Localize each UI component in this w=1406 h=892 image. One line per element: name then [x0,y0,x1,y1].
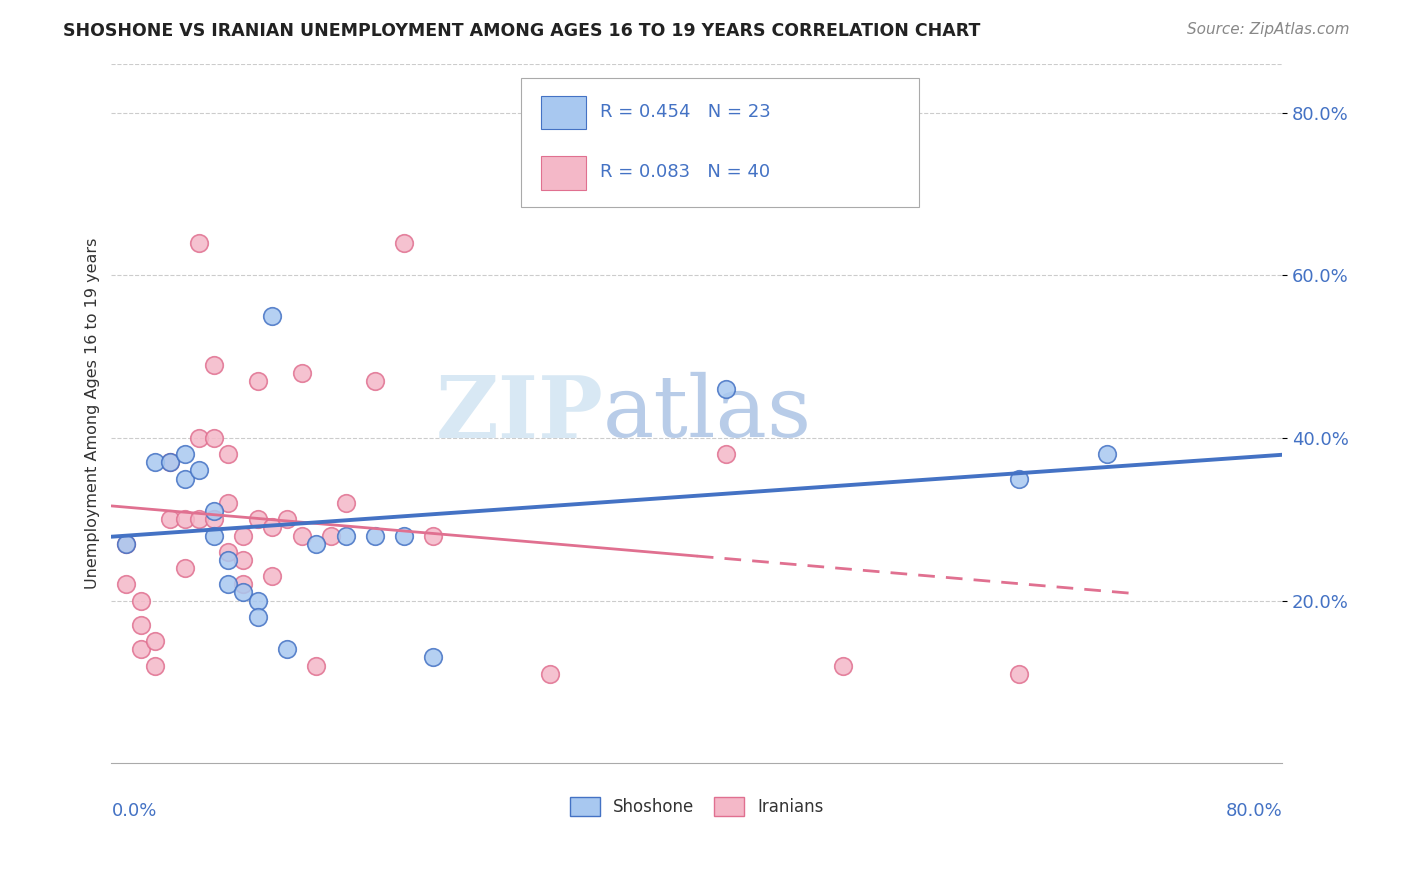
Point [202,358,225,372]
Text: Source: ZipAtlas.com: Source: ZipAtlas.com [1187,22,1350,37]
FancyBboxPatch shape [522,78,920,207]
Point [262,520,284,534]
Point [246,609,269,624]
Point [218,496,240,510]
Point [319,528,342,542]
Point [218,553,240,567]
Text: R = 0.083   N = 40: R = 0.083 N = 40 [599,163,769,181]
Point [392,528,415,542]
Point [202,431,225,445]
Point [129,642,152,657]
Point [291,366,314,380]
Point [202,512,225,526]
Point [115,536,138,550]
Text: 80.0%: 80.0% [1226,802,1282,820]
Point [1008,472,1031,486]
Point [129,593,152,607]
Point [1008,666,1031,681]
Text: SHOSHONE VS IRANIAN UNEMPLOYMENT AMONG AGES 16 TO 19 YEARS CORRELATION CHART: SHOSHONE VS IRANIAN UNEMPLOYMENT AMONG A… [63,22,980,40]
Point [159,512,181,526]
Point [714,382,737,396]
Point [364,374,387,388]
Point [276,642,298,657]
Point [218,545,240,559]
Point [173,472,195,486]
Point [202,504,225,518]
Point [714,447,737,461]
Point [232,577,254,591]
Point [364,528,387,542]
Point [276,512,298,526]
Point [188,512,211,526]
Legend: Shoshone, Iranians: Shoshone, Iranians [561,789,832,825]
Point [305,536,328,550]
Text: R = 0.454   N = 23: R = 0.454 N = 23 [599,103,770,121]
Point [218,577,240,591]
Point [422,528,444,542]
Point [129,618,152,632]
Point [202,528,225,542]
Point [1095,447,1118,461]
Point [540,666,562,681]
Point [335,528,357,542]
Point [246,374,269,388]
Text: atlas: atlas [603,372,813,455]
Point [246,593,269,607]
Point [188,235,211,250]
Point [232,528,254,542]
Y-axis label: Unemployment Among Ages 16 to 19 years: Unemployment Among Ages 16 to 19 years [86,238,100,590]
Point [832,658,855,673]
Text: ZIP: ZIP [436,372,603,456]
Point [173,447,195,461]
Point [173,561,195,575]
Text: 0.0%: 0.0% [111,802,157,820]
Point [143,455,166,469]
Point [246,512,269,526]
Point [115,536,138,550]
Point [232,585,254,599]
Point [335,496,357,510]
Point [422,650,444,665]
Bar [541,95,585,129]
Bar [541,156,585,190]
Point [115,577,138,591]
Point [232,553,254,567]
Point [188,463,211,477]
Point [262,309,284,323]
Point [218,447,240,461]
Point [392,235,415,250]
Point [143,658,166,673]
Point [262,569,284,583]
Point [188,431,211,445]
Point [291,528,314,542]
Point [305,658,328,673]
Point [159,455,181,469]
Point [159,455,181,469]
Point [143,634,166,648]
Point [173,512,195,526]
